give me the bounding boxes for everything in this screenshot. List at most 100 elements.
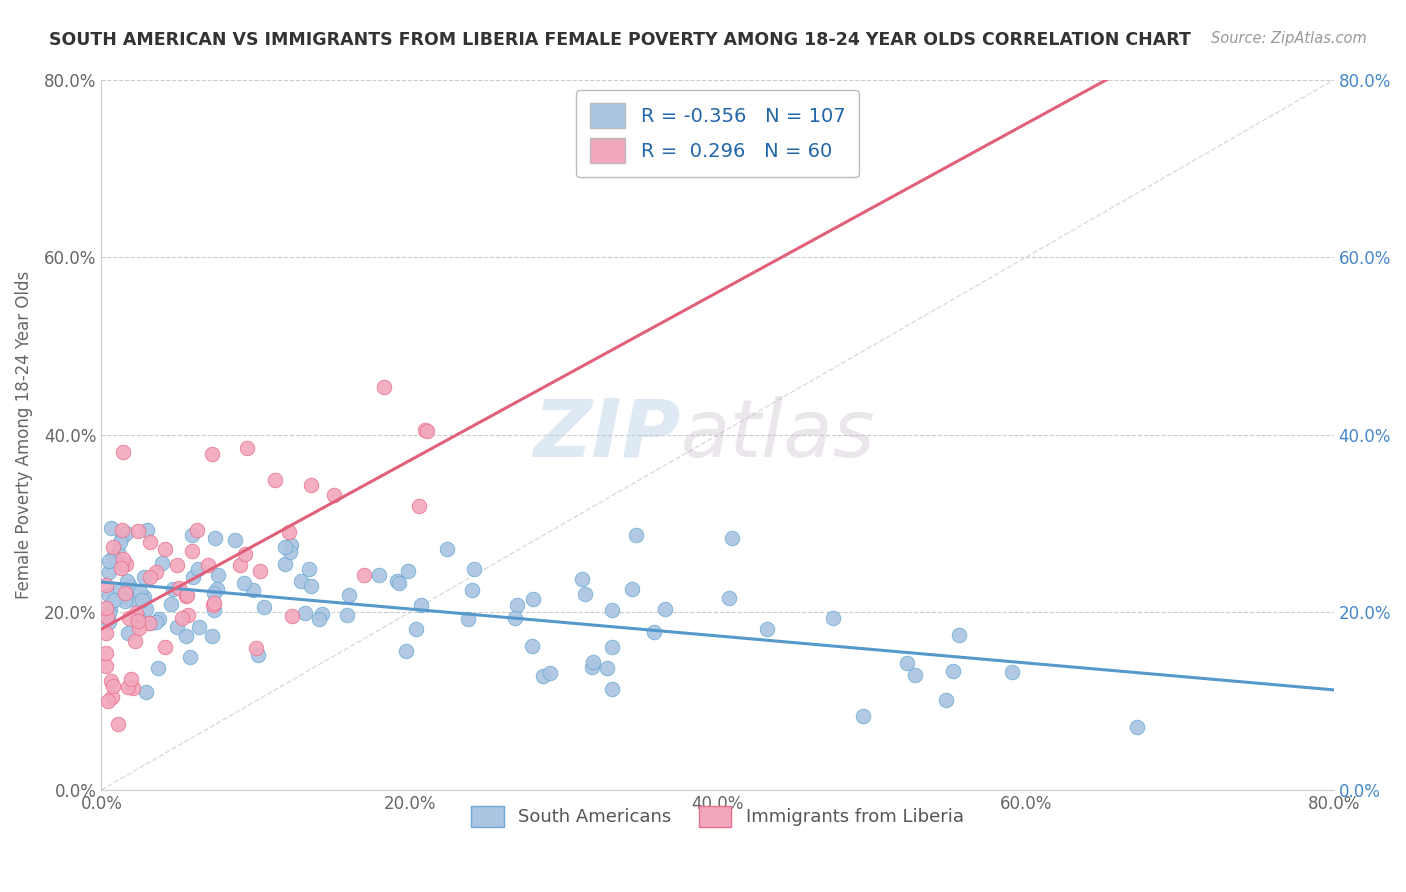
Point bbox=[294, 606, 316, 620]
Point bbox=[118, 578, 141, 592]
Point bbox=[205, 582, 228, 597]
Text: atlas: atlas bbox=[681, 396, 876, 474]
Point bbox=[98, 606, 121, 620]
Point bbox=[101, 679, 124, 693]
Point bbox=[232, 575, 254, 590]
Point bbox=[581, 660, 603, 674]
Point bbox=[574, 587, 596, 601]
Point bbox=[415, 425, 437, 439]
Point bbox=[337, 587, 360, 601]
Point bbox=[139, 569, 162, 583]
Point bbox=[162, 582, 184, 596]
Point bbox=[197, 558, 219, 572]
Point bbox=[176, 588, 198, 602]
Point bbox=[170, 611, 193, 625]
Point bbox=[122, 681, 145, 695]
Point bbox=[94, 646, 117, 660]
Point bbox=[98, 565, 121, 579]
Point bbox=[115, 526, 138, 541]
Point bbox=[373, 380, 395, 394]
Text: ZIP: ZIP bbox=[533, 396, 681, 474]
Point bbox=[201, 629, 224, 643]
Point bbox=[146, 661, 169, 675]
Point bbox=[600, 681, 623, 696]
Point bbox=[131, 592, 153, 607]
Text: SOUTH AMERICAN VS IMMIGRANTS FROM LIBERIA FEMALE POVERTY AMONG 18-24 YEAR OLDS C: SOUTH AMERICAN VS IMMIGRANTS FROM LIBERI… bbox=[49, 31, 1191, 49]
Point bbox=[98, 615, 121, 629]
Point bbox=[202, 598, 225, 612]
Point bbox=[129, 585, 152, 599]
Point bbox=[202, 603, 225, 617]
Point bbox=[896, 657, 918, 671]
Y-axis label: Female Poverty Among 18-24 Year Olds: Female Poverty Among 18-24 Year Olds bbox=[15, 271, 32, 599]
Point bbox=[533, 669, 555, 683]
Point bbox=[111, 552, 134, 566]
Point bbox=[160, 598, 183, 612]
Point bbox=[153, 640, 176, 654]
Point bbox=[125, 606, 148, 620]
Point bbox=[756, 622, 779, 636]
Point bbox=[114, 594, 136, 608]
Point bbox=[110, 561, 132, 575]
Point bbox=[120, 592, 142, 607]
Point bbox=[204, 532, 226, 546]
Point bbox=[136, 523, 159, 537]
Point bbox=[941, 664, 963, 678]
Point bbox=[114, 557, 136, 571]
Point bbox=[103, 592, 125, 607]
Legend: South Americans, Immigrants from Liberia: South Americans, Immigrants from Liberia bbox=[464, 799, 972, 834]
Point bbox=[249, 564, 271, 578]
Point bbox=[135, 685, 157, 699]
Text: Source: ZipAtlas.com: Source: ZipAtlas.com bbox=[1211, 31, 1367, 46]
Point bbox=[852, 709, 875, 723]
Point bbox=[353, 567, 375, 582]
Point bbox=[202, 585, 225, 599]
Point bbox=[166, 620, 188, 634]
Point bbox=[274, 557, 297, 571]
Point bbox=[1126, 720, 1149, 734]
Point bbox=[153, 541, 176, 556]
Point bbox=[108, 534, 131, 549]
Point bbox=[506, 599, 529, 613]
Point bbox=[111, 530, 134, 544]
Point bbox=[522, 592, 544, 607]
Point bbox=[311, 607, 333, 622]
Point bbox=[174, 629, 197, 643]
Point bbox=[150, 556, 173, 570]
Point bbox=[463, 562, 485, 576]
Point bbox=[242, 583, 264, 598]
Point bbox=[97, 694, 120, 708]
Point bbox=[111, 557, 134, 571]
Point bbox=[281, 609, 304, 624]
Point bbox=[186, 523, 208, 537]
Point bbox=[132, 570, 155, 584]
Point bbox=[145, 615, 167, 630]
Point bbox=[280, 538, 302, 552]
Point bbox=[112, 445, 135, 459]
Point bbox=[308, 612, 330, 626]
Point bbox=[181, 570, 204, 584]
Point bbox=[145, 565, 167, 579]
Point bbox=[94, 578, 117, 592]
Point bbox=[181, 528, 204, 542]
Point bbox=[107, 545, 129, 559]
Point bbox=[624, 528, 647, 542]
Point bbox=[98, 588, 121, 602]
Point bbox=[94, 659, 117, 673]
Point bbox=[98, 601, 121, 615]
Point bbox=[396, 564, 419, 578]
Point bbox=[115, 574, 138, 588]
Point bbox=[368, 568, 391, 582]
Point bbox=[139, 615, 162, 630]
Point bbox=[571, 572, 593, 586]
Point bbox=[236, 442, 259, 456]
Point bbox=[299, 579, 322, 593]
Point bbox=[127, 614, 149, 628]
Point bbox=[121, 672, 143, 686]
Point bbox=[436, 542, 458, 557]
Point bbox=[132, 591, 155, 605]
Point bbox=[290, 574, 312, 588]
Point bbox=[94, 600, 117, 615]
Point bbox=[167, 581, 190, 595]
Point bbox=[188, 620, 211, 634]
